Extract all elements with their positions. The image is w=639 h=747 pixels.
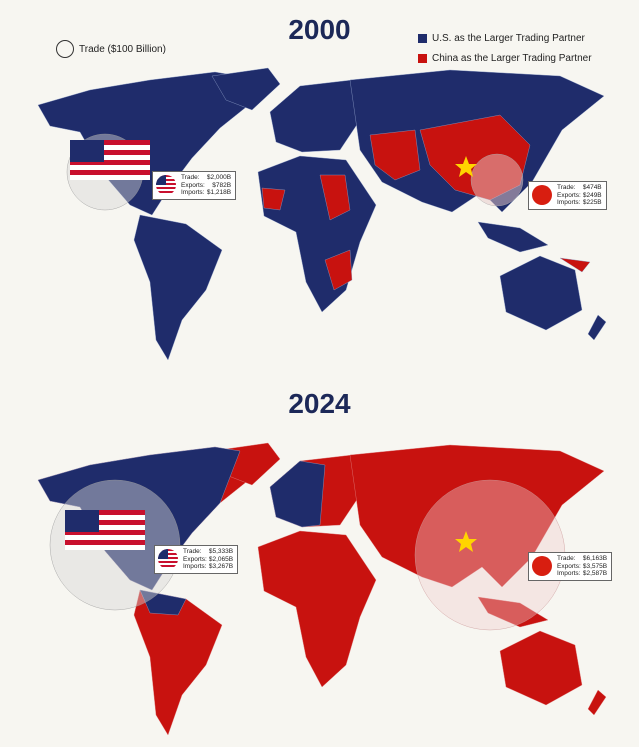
china-trade-card-2024: Trade: $6,163B Exports: $3,575B Imports: $2…: [528, 552, 613, 581]
china-partner-regions-2000: [261, 114, 591, 291]
us-flag-icon: [158, 549, 178, 570]
map-2024: [37, 442, 607, 736]
us-flag-2024: [65, 510, 145, 550]
trade-circle-icon: [56, 40, 74, 58]
china-trade-card-2000: Trade: $474B Exports: $249B Imports: $225B: [528, 181, 607, 210]
us-trade-card-2000: Trade: $2,000B Exports: $782B Imports: $1,2…: [152, 171, 237, 200]
legend-label: Trade ($100 Billion): [79, 43, 166, 55]
china-flag-icon: [532, 556, 552, 577]
legend-us: U.S. as the Larger Trading Partner: [418, 33, 585, 44]
legend-trade-size: Trade ($100 Billion): [56, 40, 166, 58]
china-star-2000: [455, 156, 477, 177]
legend-label: U.S. as the Larger Trading Partner: [432, 33, 585, 44]
year-title-2024: 2024: [288, 388, 351, 419]
legend-label: China as the Larger Trading Partner: [432, 53, 592, 64]
china-flag-icon: [532, 185, 552, 206]
china-swatch: [418, 54, 427, 63]
us-flag-icon: [156, 175, 176, 196]
year-title-2000: 2000: [288, 14, 351, 45]
map-2000: [37, 67, 607, 361]
china-star-2024: [455, 531, 477, 552]
legend-china: China as the Larger Trading Partner: [418, 53, 592, 64]
us-flag-2000: [70, 140, 150, 180]
us-swatch: [418, 34, 427, 43]
us-trade-card-2024: Trade: $5,333B Exports: $2,065B Imports: $3…: [154, 545, 239, 574]
